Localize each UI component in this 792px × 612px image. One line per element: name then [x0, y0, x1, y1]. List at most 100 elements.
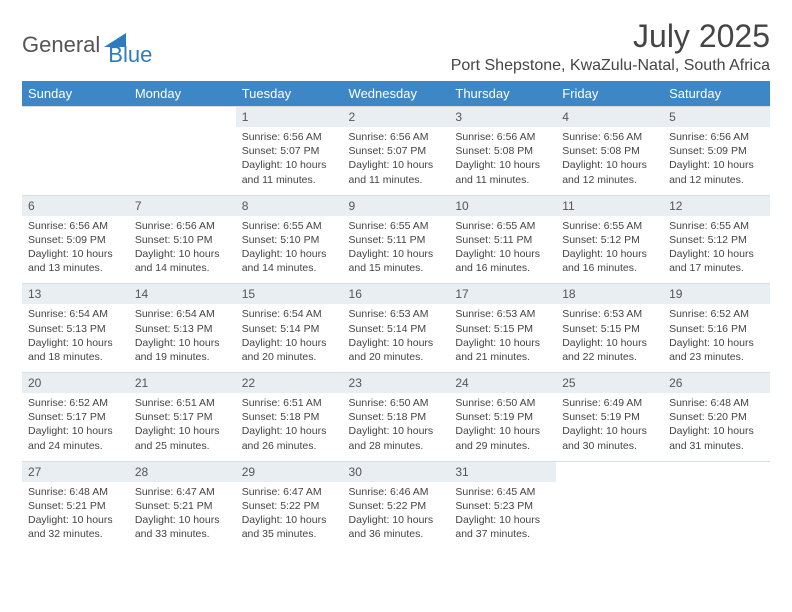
- day-number-cell: 17: [449, 284, 556, 305]
- sunset-text: Sunset: 5:07 PM: [349, 144, 444, 158]
- day-number-cell: 26: [663, 373, 770, 394]
- sunset-text: Sunset: 5:23 PM: [455, 499, 550, 513]
- day-detail-cell: Sunrise: 6:53 AMSunset: 5:15 PMDaylight:…: [556, 304, 663, 372]
- day1-text: Daylight: 10 hours: [242, 247, 337, 261]
- day2-text: and 30 minutes.: [562, 439, 657, 453]
- day2-text: and 35 minutes.: [242, 527, 337, 541]
- day-number-cell: 7: [129, 195, 236, 216]
- day-detail-cell: Sunrise: 6:47 AMSunset: 5:21 PMDaylight:…: [129, 482, 236, 550]
- sunset-text: Sunset: 5:13 PM: [28, 322, 123, 336]
- day-number-cell: 29: [236, 461, 343, 482]
- day1-text: Daylight: 10 hours: [562, 247, 657, 261]
- day1-text: Daylight: 10 hours: [349, 424, 444, 438]
- day2-text: and 24 minutes.: [28, 439, 123, 453]
- day-detail-cell: [22, 127, 129, 195]
- sunrise-text: Sunrise: 6:47 AM: [135, 485, 230, 499]
- day1-text: Daylight: 10 hours: [455, 158, 550, 172]
- day-detail-cell: Sunrise: 6:48 AMSunset: 5:21 PMDaylight:…: [22, 482, 129, 550]
- sunrise-text: Sunrise: 6:48 AM: [669, 396, 764, 410]
- sunset-text: Sunset: 5:13 PM: [135, 322, 230, 336]
- day2-text: and 37 minutes.: [455, 527, 550, 541]
- day1-text: Daylight: 10 hours: [135, 424, 230, 438]
- day2-text: and 20 minutes.: [349, 350, 444, 364]
- day-detail-cell: Sunrise: 6:49 AMSunset: 5:19 PMDaylight:…: [556, 393, 663, 461]
- sunset-text: Sunset: 5:19 PM: [562, 410, 657, 424]
- day1-text: Daylight: 10 hours: [135, 247, 230, 261]
- sunset-text: Sunset: 5:11 PM: [455, 233, 550, 247]
- day1-text: Daylight: 10 hours: [669, 336, 764, 350]
- sunrise-text: Sunrise: 6:50 AM: [349, 396, 444, 410]
- sunrise-text: Sunrise: 6:54 AM: [135, 307, 230, 321]
- day2-text: and 19 minutes.: [135, 350, 230, 364]
- sunrise-text: Sunrise: 6:46 AM: [349, 485, 444, 499]
- day-detail-row: Sunrise: 6:54 AMSunset: 5:13 PMDaylight:…: [22, 304, 770, 372]
- sunset-text: Sunset: 5:22 PM: [349, 499, 444, 513]
- day2-text: and 14 minutes.: [242, 261, 337, 275]
- sunrise-text: Sunrise: 6:51 AM: [135, 396, 230, 410]
- day-detail-cell: Sunrise: 6:54 AMSunset: 5:13 PMDaylight:…: [22, 304, 129, 372]
- sunrise-text: Sunrise: 6:55 AM: [242, 219, 337, 233]
- day2-text: and 16 minutes.: [455, 261, 550, 275]
- sunrise-text: Sunrise: 6:56 AM: [135, 219, 230, 233]
- day-number-cell: 21: [129, 373, 236, 394]
- day-detail-cell: Sunrise: 6:48 AMSunset: 5:20 PMDaylight:…: [663, 393, 770, 461]
- day-number-cell: 13: [22, 284, 129, 305]
- sunset-text: Sunset: 5:18 PM: [242, 410, 337, 424]
- day1-text: Daylight: 10 hours: [455, 513, 550, 527]
- day-number-cell: 4: [556, 107, 663, 128]
- day-number-cell: 3: [449, 107, 556, 128]
- day2-text: and 22 minutes.: [562, 350, 657, 364]
- day1-text: Daylight: 10 hours: [28, 513, 123, 527]
- day1-text: Daylight: 10 hours: [28, 424, 123, 438]
- sunset-text: Sunset: 5:07 PM: [242, 144, 337, 158]
- sunrise-text: Sunrise: 6:45 AM: [455, 485, 550, 499]
- day2-text: and 11 minutes.: [455, 173, 550, 187]
- day-detail-row: Sunrise: 6:52 AMSunset: 5:17 PMDaylight:…: [22, 393, 770, 461]
- day-detail-cell: Sunrise: 6:51 AMSunset: 5:18 PMDaylight:…: [236, 393, 343, 461]
- day1-text: Daylight: 10 hours: [28, 247, 123, 261]
- day-detail-cell: [129, 127, 236, 195]
- day-number-cell: [129, 107, 236, 128]
- day-detail-cell: Sunrise: 6:56 AMSunset: 5:09 PMDaylight:…: [22, 216, 129, 284]
- calendar-body: 12345Sunrise: 6:56 AMSunset: 5:07 PMDayl…: [22, 107, 770, 550]
- day-detail-row: Sunrise: 6:48 AMSunset: 5:21 PMDaylight:…: [22, 482, 770, 550]
- day-number-cell: 14: [129, 284, 236, 305]
- day-header: Tuesday: [236, 81, 343, 107]
- day-detail-cell: Sunrise: 6:54 AMSunset: 5:14 PMDaylight:…: [236, 304, 343, 372]
- day-detail-cell: Sunrise: 6:56 AMSunset: 5:10 PMDaylight:…: [129, 216, 236, 284]
- day-header: Wednesday: [343, 81, 450, 107]
- sunset-text: Sunset: 5:21 PM: [28, 499, 123, 513]
- day2-text: and 12 minutes.: [669, 173, 764, 187]
- sunset-text: Sunset: 5:16 PM: [669, 322, 764, 336]
- day1-text: Daylight: 10 hours: [669, 158, 764, 172]
- day-number-cell: 10: [449, 195, 556, 216]
- sunrise-text: Sunrise: 6:56 AM: [349, 130, 444, 144]
- sunrise-text: Sunrise: 6:55 AM: [562, 219, 657, 233]
- day-number-row: 2728293031: [22, 461, 770, 482]
- sunrise-text: Sunrise: 6:56 AM: [28, 219, 123, 233]
- day1-text: Daylight: 10 hours: [28, 336, 123, 350]
- brand-text-2: Blue: [108, 42, 152, 68]
- sunrise-text: Sunrise: 6:53 AM: [455, 307, 550, 321]
- sunset-text: Sunset: 5:17 PM: [135, 410, 230, 424]
- day-detail-cell: Sunrise: 6:47 AMSunset: 5:22 PMDaylight:…: [236, 482, 343, 550]
- day-header: Sunday: [22, 81, 129, 107]
- sunrise-text: Sunrise: 6:53 AM: [562, 307, 657, 321]
- day-number-cell: 27: [22, 461, 129, 482]
- day-detail-cell: Sunrise: 6:55 AMSunset: 5:12 PMDaylight:…: [663, 216, 770, 284]
- sunset-text: Sunset: 5:08 PM: [562, 144, 657, 158]
- sunrise-text: Sunrise: 6:51 AM: [242, 396, 337, 410]
- day-number-cell: 6: [22, 195, 129, 216]
- day-detail-cell: Sunrise: 6:54 AMSunset: 5:13 PMDaylight:…: [129, 304, 236, 372]
- day-number-row: 20212223242526: [22, 373, 770, 394]
- day-detail-cell: Sunrise: 6:46 AMSunset: 5:22 PMDaylight:…: [343, 482, 450, 550]
- day-detail-cell: Sunrise: 6:56 AMSunset: 5:08 PMDaylight:…: [556, 127, 663, 195]
- day-header: Thursday: [449, 81, 556, 107]
- day-number-row: 12345: [22, 107, 770, 128]
- day-detail-cell: Sunrise: 6:51 AMSunset: 5:17 PMDaylight:…: [129, 393, 236, 461]
- day1-text: Daylight: 10 hours: [455, 247, 550, 261]
- day-number-cell: 23: [343, 373, 450, 394]
- day-detail-cell: Sunrise: 6:56 AMSunset: 5:07 PMDaylight:…: [343, 127, 450, 195]
- day-detail-cell: Sunrise: 6:55 AMSunset: 5:10 PMDaylight:…: [236, 216, 343, 284]
- sunrise-text: Sunrise: 6:56 AM: [455, 130, 550, 144]
